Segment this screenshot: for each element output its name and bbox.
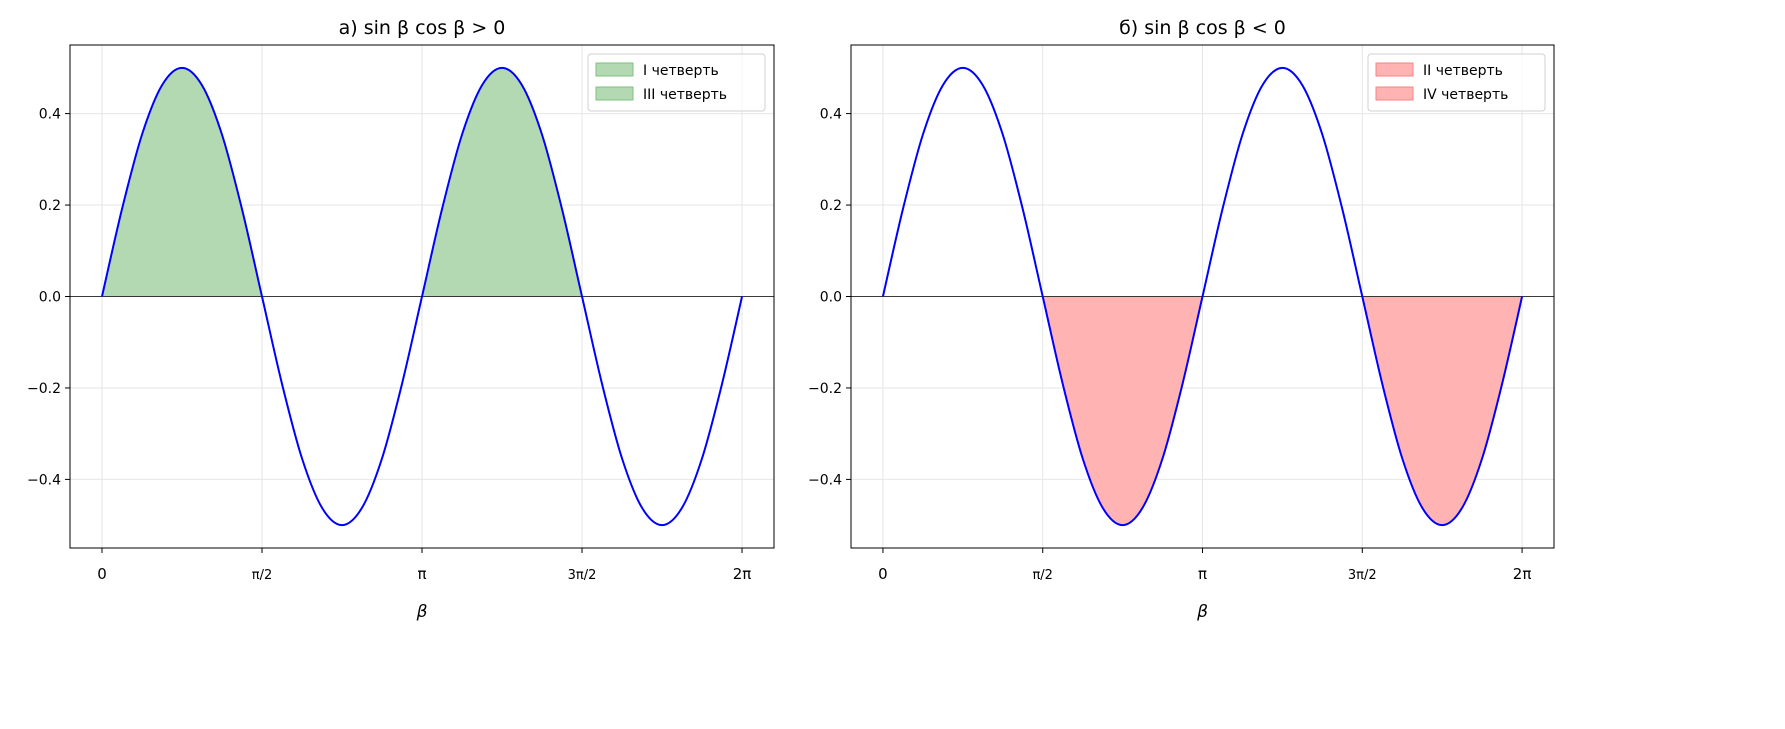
x-tick-label: π [417, 565, 426, 583]
legend-label: I четверть [643, 63, 719, 79]
fill-region [1042, 296, 1203, 526]
x-axis-label: β [416, 602, 428, 622]
y-tick-label: 0.0 [820, 290, 842, 306]
legend-label: IV четверть [1423, 87, 1508, 103]
x-tick-label: π/2 [252, 568, 272, 583]
x-tick-label: 2π [1513, 565, 1532, 583]
x-tick-label: 3π/2 [568, 568, 597, 583]
subplot-b: 0 π/2 π 3π/2 2π −0.4 −0.2 0.0 0.2 0.4 б) sin β cos… [808, 17, 1555, 622]
chart-title: а) sin β cos β > 0 [339, 17, 506, 39]
x-tick-label: π [1198, 565, 1207, 583]
legend-label: II четверть [1423, 63, 1503, 79]
y-tick-label: 0.2 [39, 198, 61, 214]
legend-swatch [1375, 62, 1414, 77]
x-axis-label: β [1196, 602, 1208, 622]
x-tick-label: π/2 [1032, 568, 1052, 583]
chart-title: б) sin β cos β < 0 [1119, 17, 1286, 39]
legend-label: III четверть [643, 87, 727, 103]
legend: II четверть IV четверть [1367, 53, 1546, 112]
fill-region [422, 67, 583, 297]
legend: I четверть III четверть [587, 53, 766, 112]
y-tick-label: 0.4 [39, 107, 61, 123]
x-tick-label: 3π/2 [1348, 568, 1377, 583]
legend-swatch [1375, 86, 1414, 101]
y-tick-label: −0.4 [27, 472, 61, 488]
x-tick-label: 0 [878, 565, 888, 583]
y-tick-label: 0.4 [820, 107, 842, 123]
subplot-a: 0 π/2 π 3π/2 2π −0.4 −0.2 0.0 0.2 0.4 а) sin β cos… [27, 17, 775, 622]
y-tick-label: −0.2 [808, 381, 842, 397]
y-tick-label: 0.0 [39, 290, 61, 306]
x-tick-label: 0 [97, 565, 107, 583]
legend-swatch [595, 62, 634, 77]
legend-swatch [595, 86, 634, 101]
y-tick-label: 0.2 [820, 198, 842, 214]
fill-region [1362, 296, 1523, 526]
y-tick-label: −0.2 [27, 381, 61, 397]
series-line [881, 66, 1524, 527]
fill-region [101, 67, 262, 297]
x-tick-label: 2π [733, 565, 752, 583]
y-tick-label: −0.4 [808, 472, 842, 488]
series-line [101, 66, 744, 527]
